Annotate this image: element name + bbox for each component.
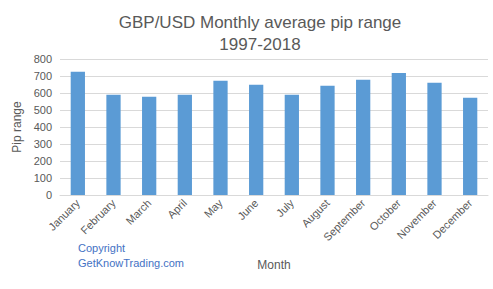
svg-text:January: January bbox=[46, 196, 82, 232]
svg-text:500: 500 bbox=[34, 104, 52, 116]
svg-text:July: July bbox=[274, 196, 297, 219]
svg-text:700: 700 bbox=[34, 70, 52, 82]
svg-text:GBP/USD Monthly average pip ra: GBP/USD Monthly average pip range bbox=[119, 13, 402, 32]
svg-text:400: 400 bbox=[34, 121, 52, 133]
svg-text:May: May bbox=[202, 196, 226, 220]
svg-text:April: April bbox=[165, 197, 189, 221]
svg-text:100: 100 bbox=[34, 172, 52, 184]
svg-text:600: 600 bbox=[34, 87, 52, 99]
svg-text:March: March bbox=[123, 197, 153, 227]
svg-text:November: November bbox=[394, 196, 439, 242]
svg-text:0: 0 bbox=[46, 189, 52, 201]
svg-text:June: June bbox=[235, 197, 260, 222]
svg-text:300: 300 bbox=[34, 138, 52, 150]
svg-text:December: December bbox=[430, 197, 475, 242]
svg-text:October: October bbox=[367, 197, 403, 233]
svg-text:200: 200 bbox=[34, 155, 52, 167]
svg-text:August: August bbox=[299, 197, 332, 230]
svg-text:September: September bbox=[321, 197, 368, 244]
svg-text:Month: Month bbox=[257, 258, 290, 272]
svg-text:800: 800 bbox=[34, 53, 52, 65]
svg-text:GetKnowTrading.com: GetKnowTrading.com bbox=[78, 257, 184, 269]
svg-text:February: February bbox=[78, 196, 118, 236]
svg-text:1997-2018: 1997-2018 bbox=[219, 35, 300, 54]
svg-text:Pip range: Pip range bbox=[10, 101, 24, 153]
svg-text:Copyright: Copyright bbox=[78, 242, 125, 254]
